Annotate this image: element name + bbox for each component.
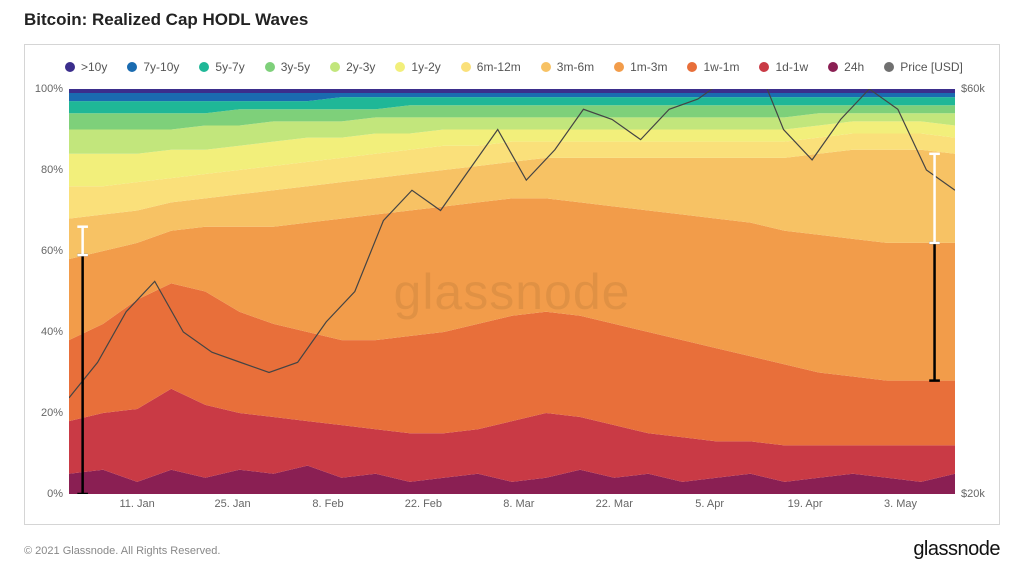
legend-item[interactable]: Price [USD] [884, 60, 963, 74]
legend-label: 3m-6m [557, 60, 594, 74]
legend-item[interactable]: 3y-5y [265, 60, 310, 74]
x-tick: 25. Jan [215, 498, 251, 510]
x-tick: 11. Jan [120, 498, 155, 510]
legend-item[interactable]: >10y [65, 60, 107, 74]
legend-swatch [330, 62, 340, 72]
legend-item[interactable]: 5y-7y [199, 60, 244, 74]
legend-swatch [199, 62, 209, 72]
legend-item[interactable]: 24h [828, 60, 864, 74]
band->10y [69, 89, 955, 93]
legend-label: 6m-12m [477, 60, 521, 74]
legend-swatch [687, 62, 697, 72]
y-left-tick: 40% [41, 326, 63, 338]
x-tick: 22. Mar [596, 498, 633, 510]
y-axis-right: $20k$60k [955, 89, 999, 494]
x-tick: 3. May [884, 498, 917, 510]
legend-swatch [127, 62, 137, 72]
y-left-tick: 100% [35, 83, 63, 95]
x-axis: 11. Jan 25. Jan 8. Feb 22. Feb 8. Mar 22. Mar… [69, 494, 955, 524]
legend-label: 1m-3m [630, 60, 667, 74]
footer-copyright: © 2021 Glassnode. All Rights Reserved. [24, 545, 220, 557]
legend-swatch [461, 62, 471, 72]
y-axis-left: 0%20%40%60%80%100% [25, 89, 69, 494]
legend-swatch [828, 62, 838, 72]
x-tick: 8. Feb [312, 498, 343, 510]
legend-swatch [614, 62, 624, 72]
legend-label: 2y-3y [346, 60, 375, 74]
x-tick: 5. Apr [695, 498, 724, 510]
y-left-tick: 60% [41, 245, 63, 257]
legend-item[interactable]: 1w-1m [687, 60, 739, 74]
y-right-tick: $20k [961, 488, 985, 500]
y-left-tick: 20% [41, 407, 63, 419]
legend-label: 3y-5y [281, 60, 310, 74]
legend-swatch [541, 62, 551, 72]
y-left-tick: 80% [41, 164, 63, 176]
legend-swatch [759, 62, 769, 72]
legend-swatch [65, 62, 75, 72]
legend-item[interactable]: 1y-2y [395, 60, 440, 74]
legend-label: Price [USD] [900, 60, 963, 74]
chart-frame: >10y 7y-10y 5y-7y 3y-5y 2y-3y 1y-2y 6m-12m 3m-6… [24, 44, 1000, 525]
legend-label: 1y-2y [411, 60, 440, 74]
legend-item[interactable]: 2y-3y [330, 60, 375, 74]
legend-swatch [395, 62, 405, 72]
x-tick: 22. Feb [405, 498, 442, 510]
chart-title: Bitcoin: Realized Cap HODL Waves [24, 10, 308, 30]
legend-label: 7y-10y [143, 60, 179, 74]
footer-brand: glassnode [913, 538, 1000, 561]
plot-area: glassnode [69, 89, 955, 494]
x-tick: 8. Mar [503, 498, 534, 510]
x-tick: 19. Apr [788, 498, 823, 510]
chart-svg [69, 89, 955, 494]
y-left-tick: 0% [47, 488, 63, 500]
legend-label: 1d-1w [775, 60, 808, 74]
legend-label: 24h [844, 60, 864, 74]
legend: >10y 7y-10y 5y-7y 3y-5y 2y-3y 1y-2y 6m-12m 3m-6… [25, 45, 999, 89]
legend-item[interactable]: 1m-3m [614, 60, 667, 74]
legend-label: 1w-1m [703, 60, 739, 74]
legend-label: >10y [81, 60, 107, 74]
legend-swatch [884, 62, 894, 72]
y-right-tick: $60k [961, 83, 985, 95]
legend-label: 5y-7y [215, 60, 244, 74]
legend-item[interactable]: 6m-12m [461, 60, 521, 74]
legend-swatch [265, 62, 275, 72]
legend-item[interactable]: 3m-6m [541, 60, 594, 74]
legend-item[interactable]: 7y-10y [127, 60, 179, 74]
legend-item[interactable]: 1d-1w [759, 60, 808, 74]
